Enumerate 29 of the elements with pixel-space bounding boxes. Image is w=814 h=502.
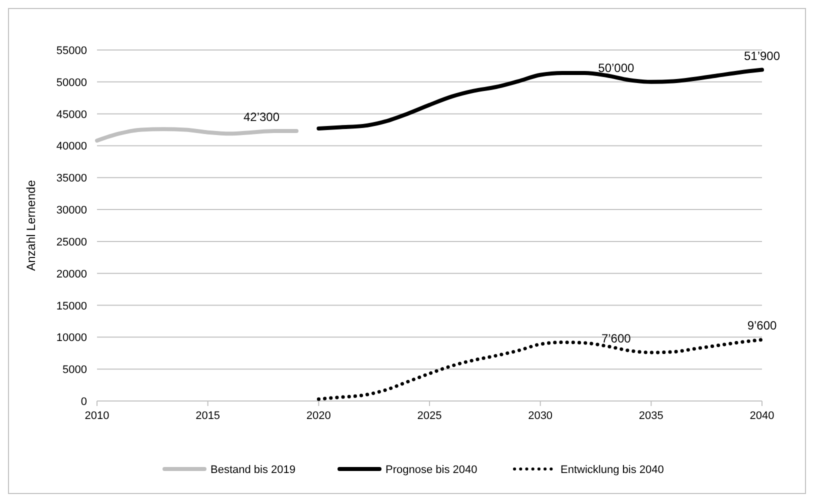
annotation: 50’000	[598, 60, 635, 75]
y-tick-label: 40000	[56, 140, 87, 153]
y-tick-label: 15000	[56, 300, 87, 312]
y-tick-label: 5000	[62, 364, 87, 376]
x-tick-label: 2025	[417, 410, 442, 422]
y-tick-label: 20000	[56, 268, 87, 280]
x-tick-label: 2030	[528, 410, 553, 422]
legend-label: Prognose bis 2040	[386, 464, 478, 476]
annotation: 42’300	[243, 110, 280, 124]
y-tick-label: 50000	[56, 76, 87, 89]
y-axis-title: Anzahl Lernende	[24, 180, 38, 271]
y-tick-label: 35000	[56, 172, 87, 185]
x-tick-label: 2020	[306, 410, 331, 422]
y-tick-label: 0	[80, 396, 87, 408]
annotation: 51’900	[744, 48, 780, 63]
x-tick-label: 2015	[196, 410, 220, 422]
x-tick-label: 2035	[638, 410, 664, 422]
legend-label: Bestand bis 2019	[210, 464, 296, 476]
y-tick-label: 30000	[56, 204, 87, 217]
y-tick-label: 25000	[56, 236, 87, 248]
annotation: 9’600	[747, 318, 777, 333]
x-tick-label: 2010	[84, 410, 110, 422]
y-tick-label: 55000	[56, 45, 87, 57]
annotation: 7’600	[601, 332, 632, 346]
x-tick-label: 2040	[750, 410, 774, 422]
y-tick-label: 45000	[56, 108, 87, 121]
line-series	[95, 127, 298, 143]
legend-label: Entwicklung bis 2040	[560, 464, 664, 476]
y-tick-label: 10000	[56, 332, 87, 344]
